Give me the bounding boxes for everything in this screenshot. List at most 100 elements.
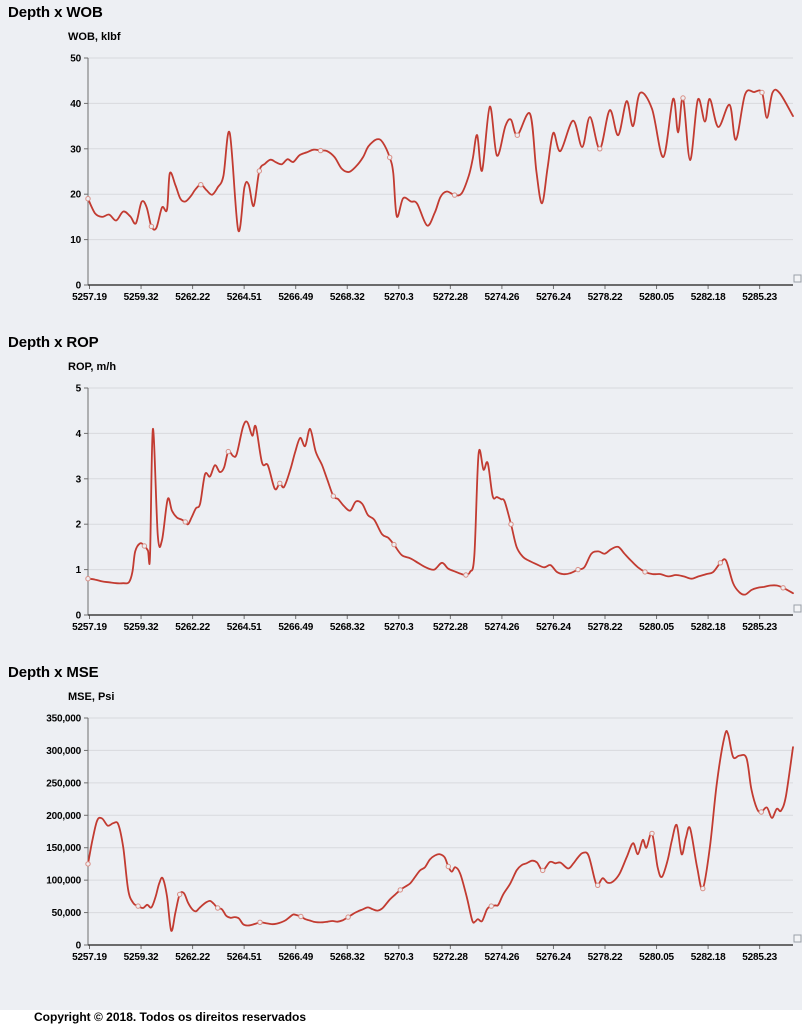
y-tick-label: 3: [76, 474, 82, 485]
copyright-footer: Copyright © 2018. Todos os direitos rese…: [0, 1010, 802, 1028]
data-point-marker: [758, 809, 764, 815]
x-tick-label: 5278.22: [588, 292, 623, 303]
y-axis-unit-label-wob: WOB, klbf: [68, 31, 121, 43]
data-point-marker: [700, 885, 706, 892]
data-point-marker: [514, 132, 520, 138]
data-point-marker: [277, 480, 283, 487]
x-tick-label: 5266.49: [278, 292, 313, 303]
data-point-marker: [488, 903, 494, 909]
x-tick-label: 5280.05: [639, 952, 674, 963]
data-point-marker: [256, 168, 262, 174]
x-tick-label: 5268.32: [330, 292, 365, 303]
data-point-marker: [445, 863, 451, 870]
y-tick-label: 200,000: [46, 811, 81, 822]
data-point-marker: [85, 861, 91, 867]
y-tick-label: 30: [70, 144, 81, 155]
data-point-marker: [642, 569, 648, 575]
data-point-marker: [508, 521, 514, 527]
data-point-marker: [595, 882, 601, 889]
x-tick-label: 5270.3: [384, 622, 414, 633]
chart-canvas-wob: 0 10 20 30 40 50 5257.19 5259.32 5262.22 5264.51 5…: [70, 54, 802, 303]
chart-title-rop: Depth x ROP: [8, 334, 99, 351]
y-tick-label: 0: [76, 941, 82, 952]
data-point-marker: [198, 182, 204, 188]
data-point-marker: [85, 576, 91, 582]
x-tick-label: 5285.23: [742, 952, 777, 963]
y-axis-unit-label-rop: ROP, m/h: [68, 361, 117, 373]
x-tick-label: 5270.3: [384, 292, 414, 303]
x-tick-label: 5278.22: [588, 622, 623, 633]
data-point-marker: [135, 903, 141, 909]
x-tick-label: 5262.22: [175, 952, 210, 963]
y-tick-label: 150,000: [46, 843, 81, 854]
axis-end-box-icon: [793, 604, 802, 613]
data-point-marker: [680, 95, 686, 101]
data-point-marker: [540, 867, 546, 874]
data-point-marker: [759, 89, 765, 96]
x-tick-label: 5282.18: [691, 292, 726, 303]
x-tick-label: 5257.19: [72, 622, 107, 633]
x-tick-label: 5270.3: [384, 952, 414, 963]
data-point-marker: [575, 566, 581, 573]
y-tick-label: 20: [70, 190, 81, 201]
series-line: [87, 729, 794, 932]
x-tick-label: 5259.32: [124, 622, 159, 633]
y-tick-label: 5: [76, 384, 82, 395]
data-point-marker: [397, 887, 403, 893]
chart-title-wob: Depth x WOB: [8, 4, 103, 21]
data-point-marker: [215, 905, 221, 911]
x-tick-label: 5268.32: [330, 622, 365, 633]
x-tick-label: 5259.32: [124, 952, 159, 963]
data-point-marker: [451, 192, 458, 198]
x-tick-label: 5268.32: [330, 952, 365, 963]
y-tick-label: 1: [76, 565, 82, 576]
x-tick-label: 5266.49: [278, 952, 313, 963]
x-tick-label: 5259.32: [124, 292, 159, 303]
data-point-marker: [257, 919, 263, 925]
x-tick-label: 5285.23: [742, 622, 777, 633]
data-point-marker: [717, 560, 724, 566]
x-tick-label: 5266.49: [278, 622, 313, 633]
x-tick-label: 5264.51: [227, 952, 262, 963]
chart-section-mse: Depth x MSE MSE, Psi 0 50,000 100,000 150,0…: [0, 660, 802, 990]
data-point-marker: [780, 585, 786, 591]
x-tick-label: 5280.05: [639, 622, 674, 633]
data-point-marker: [177, 891, 183, 898]
x-tick-label: 5274.26: [485, 952, 520, 963]
data-point-marker: [148, 223, 155, 230]
y-tick-label: 50,000: [52, 908, 82, 919]
x-tick-label: 5276.24: [536, 622, 571, 633]
x-tick-label: 5272.28: [433, 952, 468, 963]
data-point-marker: [317, 147, 324, 154]
x-tick-label: 5264.51: [227, 292, 262, 303]
x-tick-label: 5274.26: [485, 622, 520, 633]
data-point-marker: [298, 913, 304, 920]
y-tick-label: 40: [70, 99, 81, 110]
y-tick-label: 10: [70, 235, 81, 246]
data-point-marker: [649, 830, 655, 837]
chart-canvas-rop: 0 1 2 3 4 5 5257.19 5259.32 5262.22 5264.51 5266.4…: [72, 384, 802, 633]
x-tick-label: 5264.51: [227, 622, 262, 633]
axis-end-box-icon: [793, 274, 802, 283]
y-tick-label: 0: [76, 611, 82, 622]
x-tick-label: 5262.22: [175, 622, 210, 633]
chart-section-rop: Depth x ROP ROP, m/h 0 1 2 3 4 5 5257.19 5259.3…: [0, 330, 802, 660]
chart-canvas-mse: 0 50,000 100,000 150,000 200,000 250,000 300,0…: [46, 714, 802, 963]
x-tick-label: 5272.28: [433, 622, 468, 633]
chart-section-wob: Depth x WOB WOB, klbf 0 10 20 30 40 50 5257.19…: [0, 0, 802, 330]
x-tick-label: 5257.19: [72, 952, 107, 963]
y-tick-label: 50: [70, 54, 81, 65]
data-point-marker: [391, 541, 397, 548]
x-tick-label: 5276.24: [536, 952, 571, 963]
x-tick-label: 5278.22: [588, 952, 623, 963]
series-line: [87, 420, 794, 596]
y-tick-label: 100,000: [46, 876, 81, 887]
data-point-marker: [387, 154, 393, 161]
y-tick-label: 0: [76, 281, 82, 292]
y-tick-label: 2: [76, 520, 82, 531]
data-point-marker: [330, 493, 336, 499]
series-line: [87, 88, 794, 233]
x-tick-label: 5262.22: [175, 292, 210, 303]
y-axis-unit-label-mse: MSE, Psi: [68, 691, 115, 703]
